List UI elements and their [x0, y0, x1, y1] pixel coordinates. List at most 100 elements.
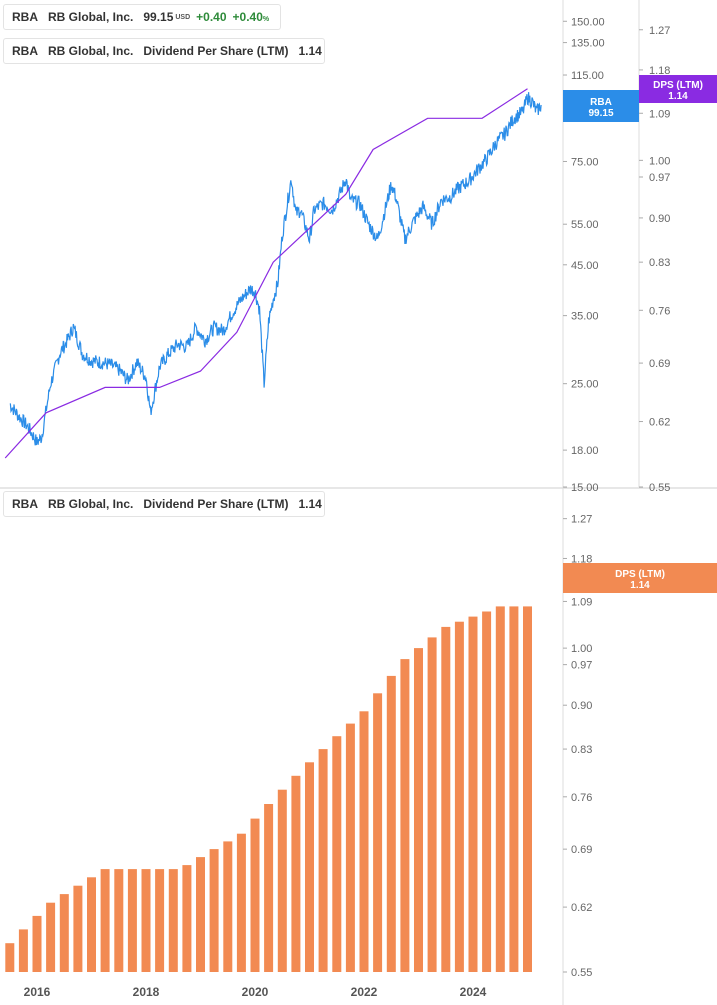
dps-bar [114, 869, 124, 972]
dps-bar [523, 606, 532, 972]
rba-price-tag-value: 99.15 [588, 108, 613, 119]
dps-top-tag: DPS (LTM)1.14 [639, 75, 717, 103]
dps-bar [5, 943, 15, 972]
bar-axis-label: 0.90 [571, 700, 592, 712]
price-axis-label: 35.00 [571, 311, 599, 323]
dps-axis-label: 0.69 [649, 358, 670, 370]
bar-axis-label: 1.18 [571, 553, 592, 565]
dps-bottom-tag-label: DPS (LTM) [615, 569, 665, 580]
dps-axis-label: 0.83 [649, 257, 670, 269]
price-legend-price: 99.15 [143, 10, 174, 24]
dps-bar [209, 849, 219, 972]
dps-legend-bottom-company-name: RB Global, Inc. [48, 497, 134, 511]
price-axis-label: 25.00 [571, 379, 599, 391]
price-axis-label: 135.00 [571, 38, 605, 50]
dps-bar [277, 789, 287, 972]
dps-legend-top[interactable]: RBA RB Global, Inc. Dividend Per Share (… [3, 38, 325, 64]
dps-axis-label: 0.97 [649, 172, 670, 184]
bar-axis-label: 0.83 [571, 744, 592, 756]
dps-bar [59, 894, 69, 972]
dps-axis-label: 1.00 [649, 155, 670, 167]
price-axis-label: 45.00 [571, 260, 599, 272]
dps-bar [196, 857, 205, 972]
dps-bar [223, 841, 233, 972]
dps-bar [32, 915, 42, 972]
dps-bar [155, 869, 165, 972]
price-legend-company-name: RB Global, Inc. [48, 10, 134, 24]
dps-bar [168, 869, 178, 972]
dps-bar [359, 711, 369, 972]
dps-bar [141, 869, 151, 972]
price-axis-label: 15.00 [571, 482, 599, 494]
dps-bar [495, 606, 505, 972]
dps-bar [509, 606, 519, 972]
dps-bar [482, 611, 492, 972]
dps-bottom-tag-value: 1.14 [630, 580, 650, 591]
dps-bar [236, 833, 246, 972]
dps-axis-label: 0.76 [649, 305, 670, 317]
bar-axis-label: 0.62 [571, 902, 592, 914]
dps-bar [73, 885, 83, 972]
price-axis-label: 150.00 [571, 16, 605, 28]
dps-axis-label: 1.27 [649, 25, 670, 37]
dps-legend-bottom-ticker: RBA [12, 497, 38, 511]
dps-legend-bottom[interactable]: RBA RB Global, Inc. Dividend Per Share (… [3, 491, 325, 517]
dps-bar [386, 675, 396, 972]
dps-bar [332, 736, 342, 972]
change-percent-value: +0.40 [232, 10, 263, 24]
dps-bar [373, 693, 383, 972]
price-axis-label: 55.00 [571, 219, 599, 231]
x-axis-label: 2020 [242, 985, 269, 999]
dps-axis-label: 0.62 [649, 417, 670, 429]
dps-bar [18, 929, 28, 972]
dps-top-tag-value: 1.14 [668, 91, 688, 102]
dps-ltm-line [4, 88, 528, 459]
x-axis-label: 2018 [133, 985, 160, 999]
price-axis-label: 115.00 [571, 70, 604, 82]
dps-bar [427, 637, 437, 972]
x-axis-label: 2022 [351, 985, 378, 999]
dps-bar [87, 877, 96, 972]
dps-bar [318, 749, 328, 972]
price-axis-label: 18.00 [571, 445, 599, 457]
dps-bar [264, 804, 274, 972]
rba-price-tag-background [563, 90, 639, 122]
dps-legend-bottom-metric: Dividend Per Share (LTM) [143, 497, 289, 511]
dps-bar [305, 762, 314, 972]
dps-bar [400, 659, 410, 972]
bar-axis-label: 0.76 [571, 792, 592, 804]
dps-axis-label: 0.55 [649, 482, 670, 494]
bar-axis-label: 0.97 [571, 660, 592, 672]
price-legend-currency: USD [175, 13, 191, 21]
x-axis-label: 2016 [24, 985, 51, 999]
bar-axis-label: 1.27 [571, 514, 592, 526]
dps-bottom-tag: DPS (LTM)1.14 [563, 563, 717, 593]
dps-legend-bottom-value: 1.14 [298, 497, 322, 511]
dps-bar [291, 775, 301, 972]
price-legend[interactable]: RBA RB Global, Inc. 99.15 USD +0.40 +0.4… [3, 4, 281, 30]
price-axis-label: 75.00 [571, 156, 599, 168]
dps-bar [454, 621, 464, 972]
dps-bar [414, 648, 423, 972]
dps-axis-label: 0.90 [649, 213, 670, 225]
dps-bar [127, 869, 137, 972]
bar-axis-label: 1.09 [571, 596, 592, 608]
dps-bar [250, 818, 260, 972]
dps-bar [100, 869, 110, 972]
price-legend-ticker: RBA [12, 10, 38, 24]
dps-bar [468, 616, 478, 972]
price-legend-change: +0.40 [196, 10, 227, 24]
dps-bottom-tag-background [563, 563, 717, 593]
dps-legend-top-metric: Dividend Per Share (LTM) [143, 44, 289, 58]
dps-bar [182, 865, 192, 972]
bar-axis-label: 0.55 [571, 967, 592, 979]
x-axis-label: 2024 [460, 985, 487, 999]
dps-axis-label: 1.09 [649, 108, 670, 120]
dps-top-tag-background [639, 75, 717, 103]
dps-bar [441, 626, 451, 972]
dps-legend-top-company-name: RB Global, Inc. [48, 44, 134, 58]
price-legend-change-percent: +0.40% [233, 10, 270, 24]
dps-legend-top-ticker: RBA [12, 44, 38, 58]
